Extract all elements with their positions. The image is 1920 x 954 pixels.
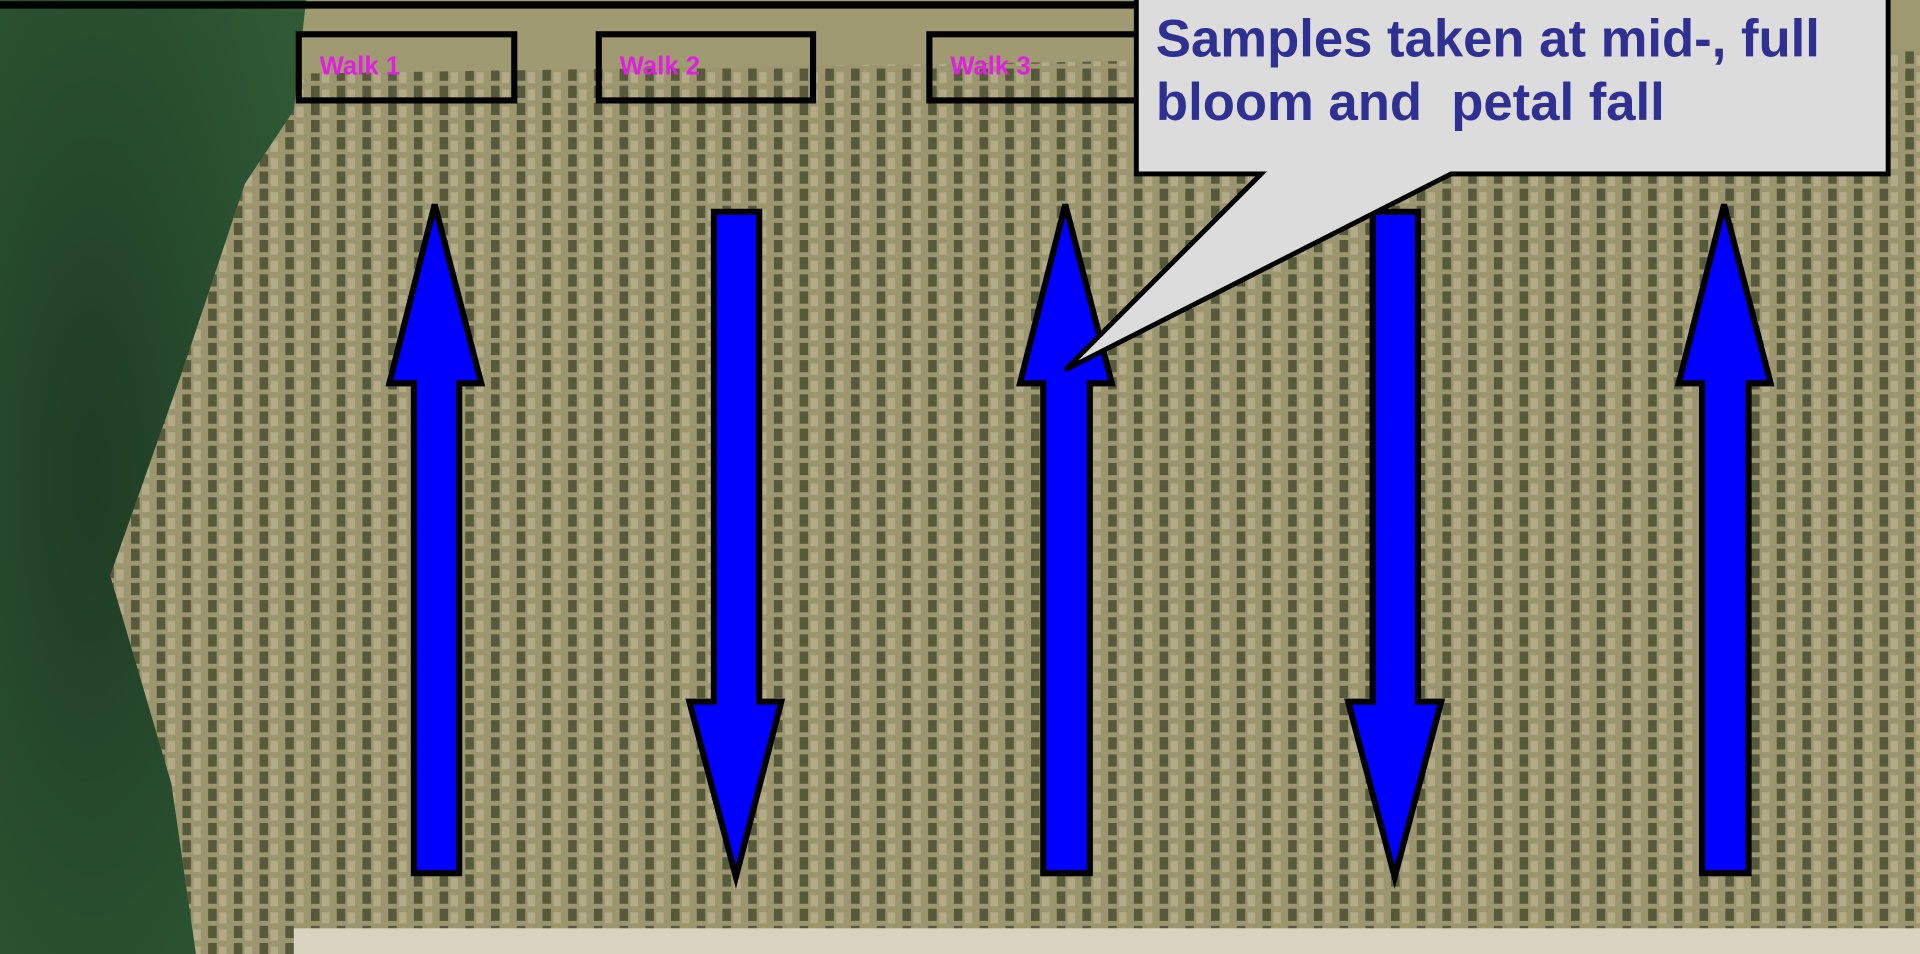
road	[294, 928, 1920, 954]
callout-text: Samples taken at mid-, full	[1156, 9, 1820, 68]
orchard	[110, 49, 1920, 954]
callout-text: bloom and petal fall	[1156, 73, 1665, 132]
walk-label: Walk 2	[620, 53, 700, 81]
walk-label: Walk 3	[950, 53, 1030, 81]
page: {"walks": [{"label": "Walk 1"}, {"label"…	[0, 0, 1920, 954]
walk-label: Walk 1	[320, 53, 400, 81]
diagram: Walk 1 Walk 2 Walk 3 Samples taken at mi…	[0, 0, 1920, 954]
